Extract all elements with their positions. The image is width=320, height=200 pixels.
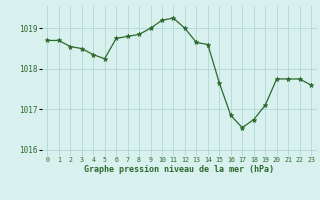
X-axis label: Graphe pression niveau de la mer (hPa): Graphe pression niveau de la mer (hPa) (84, 165, 274, 174)
